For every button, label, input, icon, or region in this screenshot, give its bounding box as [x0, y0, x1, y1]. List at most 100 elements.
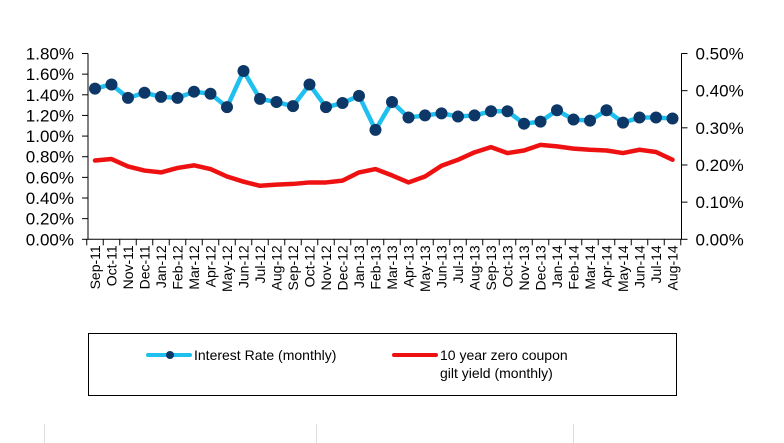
- x-tick-label: Mar-12: [186, 245, 202, 290]
- x-tick-label: Apr-14: [599, 245, 615, 287]
- data-point-interest-rate: [501, 105, 514, 118]
- y-left-tick-label: 1.00%: [26, 127, 74, 146]
- y-left-tick-label: 0.80%: [26, 148, 74, 167]
- x-tick-label: Dec-11: [137, 245, 153, 289]
- legend-item-interest-rate: Interest Rate (monthly): [146, 346, 336, 364]
- data-point-interest-rate: [518, 117, 530, 130]
- y-left-tick-label: 1.20%: [26, 106, 74, 125]
- y-left-tick-label: 1.80%: [26, 45, 74, 64]
- x-tick-label: Mar-14: [582, 245, 598, 290]
- data-point-interest-rate: [287, 100, 299, 113]
- x-tick-label: Jun-13: [434, 245, 450, 288]
- data-point-interest-rate: [485, 105, 497, 118]
- x-tick-label: Jul-13: [450, 245, 466, 283]
- data-point-interest-rate: [584, 114, 596, 127]
- data-point-interest-rate: [600, 104, 613, 117]
- data-point-interest-rate: [171, 91, 184, 104]
- data-point-interest-rate: [303, 78, 316, 91]
- x-tick-label: Aug-13: [467, 245, 483, 290]
- x-tick-label: Feb-13: [368, 245, 384, 290]
- legend-swatch-gilt-yield: [392, 346, 438, 364]
- legend-label-interest-rate: Interest Rate (monthly): [194, 347, 337, 363]
- data-point-interest-rate: [89, 82, 101, 95]
- data-point-interest-rate: [468, 109, 481, 122]
- data-point-interest-rate: [221, 101, 233, 114]
- x-tick-label: Feb-12: [170, 245, 186, 290]
- data-point-interest-rate: [369, 123, 382, 136]
- x-tick-label: Jul-14: [648, 245, 664, 283]
- x-tick-label: Apr-12: [203, 245, 219, 287]
- data-point-interest-rate: [270, 96, 283, 109]
- y-right-tick-label: 0.50%: [696, 45, 744, 64]
- x-tick-label: May-13: [417, 245, 433, 292]
- legend: Interest Rate (monthly) 10 year zero cou…: [88, 333, 677, 396]
- chart: 0.00%0.20%0.40%0.60%0.80%1.00%1.20%1.40%…: [26, 45, 744, 292]
- y-left-tick-label: 0.40%: [26, 189, 74, 208]
- divider: [316, 424, 317, 443]
- y-left-tick-label: 1.40%: [26, 86, 74, 105]
- data-point-interest-rate: [155, 90, 167, 103]
- y-right-tick-label: 0.00%: [696, 230, 744, 249]
- data-point-interest-rate: [452, 110, 464, 123]
- x-tick-label: Jan-13: [351, 245, 367, 288]
- x-tick-label: Jun-14: [632, 245, 648, 288]
- x-tick-label: Jan-14: [549, 245, 565, 288]
- data-point-interest-rate: [254, 92, 266, 105]
- data-point-interest-rate: [666, 112, 679, 125]
- data-point-interest-rate: [122, 91, 134, 104]
- x-tick-label: Jul-12: [252, 245, 268, 283]
- y-right-tick-label: 0.10%: [696, 193, 744, 212]
- data-point-interest-rate: [617, 116, 629, 129]
- data-point-interest-rate: [633, 111, 646, 124]
- x-tick-label: Jun-12: [236, 245, 252, 288]
- data-point-interest-rate: [386, 96, 398, 109]
- x-tick-label: Sep-11: [87, 245, 103, 289]
- legend-label-gilt-yield: 10 year zero coupon gilt yield (monthly): [440, 346, 568, 382]
- data-point-interest-rate: [650, 111, 662, 124]
- data-point-interest-rate: [419, 109, 431, 122]
- y-right-tick-label: 0.40%: [696, 82, 744, 101]
- y-left-tick-label: 0.60%: [26, 168, 74, 187]
- y-left-tick-label: 1.60%: [26, 65, 74, 84]
- x-tick-label: Nov-13: [516, 245, 532, 290]
- x-tick-label: May-12: [219, 245, 235, 292]
- data-point-interest-rate: [567, 113, 580, 126]
- data-point-interest-rate: [336, 97, 349, 110]
- x-tick-label: Jan-12: [153, 245, 169, 288]
- x-tick-label: Aug-12: [269, 245, 285, 290]
- x-tick-label: Aug-14: [665, 245, 681, 290]
- x-tick-label: Dec-13: [533, 245, 549, 290]
- x-tick-label: Feb-14: [566, 245, 582, 290]
- x-tick-label: Nov-11: [120, 245, 136, 289]
- legend-label-line-2: gilt yield (monthly): [440, 365, 553, 381]
- x-tick-label: Nov-12: [318, 245, 334, 290]
- y-left-tick-label: 0.00%: [26, 230, 74, 249]
- data-point-interest-rate: [353, 89, 365, 102]
- x-tick-label: Sep-13: [483, 245, 499, 290]
- x-tick-label: Oct-11: [104, 245, 120, 286]
- x-tick-label: Oct-13: [500, 245, 516, 287]
- legend-swatch-interest-rate: [146, 346, 192, 364]
- data-point-interest-rate: [138, 86, 151, 99]
- data-point-interest-rate: [204, 87, 217, 100]
- data-point-interest-rate: [402, 111, 415, 124]
- series-line-gilt-yield: [92, 142, 675, 189]
- data-point-interest-rate: [435, 107, 448, 120]
- data-point-interest-rate: [320, 101, 332, 114]
- y-left-tick-label: 0.20%: [26, 210, 74, 229]
- data-point-interest-rate: [237, 65, 250, 78]
- y-right-tick-label: 0.20%: [696, 156, 744, 175]
- legend-item-gilt-yield: 10 year zero coupon gilt yield (monthly): [392, 346, 568, 382]
- y-right-tick-label: 0.30%: [696, 119, 744, 138]
- x-tick-label: Oct-12: [302, 245, 318, 287]
- divider: [573, 424, 574, 443]
- data-point-interest-rate: [188, 85, 200, 98]
- x-tick-label: Sep-12: [285, 245, 301, 290]
- x-tick-label: Dec-12: [335, 245, 351, 290]
- divider: [44, 424, 45, 443]
- x-tick-label: May-14: [615, 245, 631, 292]
- x-tick-label: Mar-13: [384, 245, 400, 290]
- data-point-interest-rate: [551, 104, 563, 117]
- x-tick-label: Apr-13: [401, 245, 417, 287]
- data-point-interest-rate: [105, 78, 118, 91]
